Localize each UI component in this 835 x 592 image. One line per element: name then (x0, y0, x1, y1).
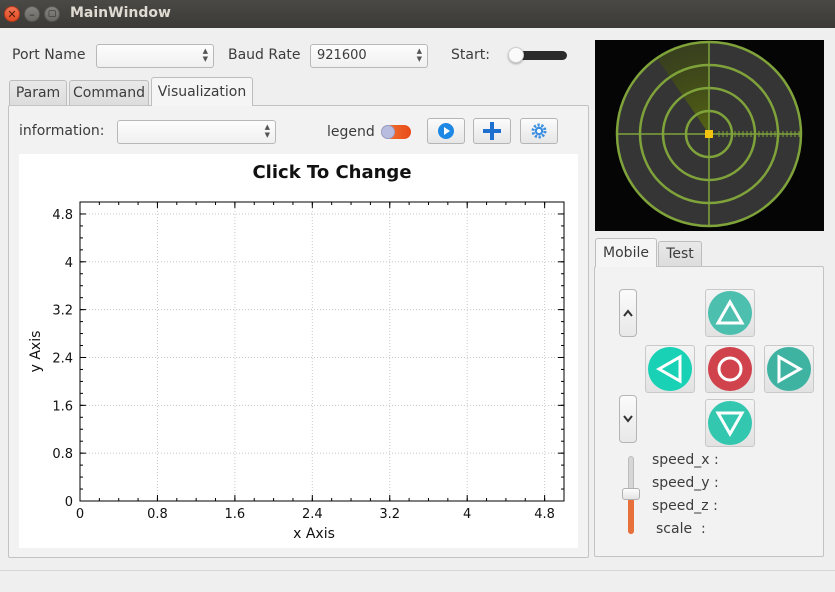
chart-title: Click To Change (252, 162, 411, 183)
y-tick-label: 0 (65, 495, 73, 510)
x-tick-label: 1.6 (225, 507, 246, 522)
y-tick-label: 3.2 (52, 304, 73, 319)
gear-icon (531, 123, 547, 139)
x-tick-label: 4 (463, 507, 471, 522)
start-switch[interactable] (511, 51, 567, 60)
maximize-window-button[interactable]: ▢ (44, 6, 60, 22)
stop-button[interactable] (705, 345, 755, 393)
speed-slider-fill (628, 494, 634, 534)
tab-visualization-label: Visualization (157, 84, 247, 100)
information-label: information: (19, 123, 105, 139)
tab-test[interactable]: Test (658, 241, 702, 267)
tab-visualization[interactable]: Visualization (151, 77, 253, 106)
baud-rate-value: 921600 (317, 48, 367, 63)
play-icon (438, 123, 454, 139)
status-bar (0, 570, 835, 592)
speed-x-label: speed_x : (652, 452, 719, 468)
y-tick-label: 4 (65, 256, 73, 271)
tab-param-label: Param (15, 85, 61, 101)
window-title: MainWindow (70, 5, 171, 21)
close-icon: ✕ (7, 7, 17, 21)
y-axis-label: y Axis (28, 331, 44, 373)
plus-icon (483, 122, 501, 140)
tab-param[interactable]: Param (9, 80, 67, 106)
legend-label: legend (327, 124, 375, 140)
updown-arrows-icon: ▲ ▼ (202, 47, 208, 63)
title-bar: ✕ – ▢ MainWindow (0, 0, 835, 28)
tab-command[interactable]: Command (69, 80, 149, 106)
radar-target (705, 130, 713, 138)
updown-arrows-icon: ▲ ▼ (264, 123, 270, 139)
x-axis-label: x Axis (293, 526, 335, 542)
start-label: Start: (451, 47, 490, 63)
plot-area[interactable]: Click To Change 0 0.8 1.6 2.4 3.2 4 4.8 0 0.8 1.6 2… (19, 154, 578, 548)
legend-toggle[interactable] (381, 125, 411, 139)
minimize-icon: – (29, 7, 35, 21)
information-combo[interactable]: ▲ ▼ (117, 120, 276, 144)
scroll-up-button[interactable] (619, 289, 637, 337)
move-left-button[interactable] (645, 345, 695, 393)
x-tick-label: 4.8 (534, 507, 555, 522)
add-button[interactable] (473, 118, 511, 144)
y-tick-label: 0.8 (52, 447, 73, 462)
play-button[interactable] (427, 118, 465, 144)
triangle-down-icon (715, 411, 745, 438)
baud-rate-combo[interactable]: 921600 ▲ ▼ (310, 44, 428, 68)
scroll-down-button[interactable] (619, 395, 637, 443)
baud-rate-label: Baud Rate (228, 47, 301, 63)
triangle-right-icon (777, 354, 804, 384)
chevron-up-icon (623, 309, 633, 317)
y-tick-label: 4.8 (52, 208, 73, 223)
x-tick-label: 2.4 (302, 507, 323, 522)
minimize-window-button[interactable]: – (24, 6, 40, 22)
maximize-icon: ▢ (47, 8, 57, 19)
tab-mobile-label: Mobile (603, 245, 649, 261)
chart-svg[interactable]: Click To Change 0 0.8 1.6 2.4 3.2 4 4.8 0 0.8 1.6 2… (19, 154, 578, 548)
triangle-left-icon (655, 354, 682, 384)
radar-svg (615, 40, 803, 228)
updown-arrows-icon: ▲ ▼ (416, 47, 422, 63)
triangle-up-icon (715, 298, 745, 325)
plot-frame (79, 201, 565, 502)
tab-mobile[interactable]: Mobile (595, 238, 657, 267)
speed-y-label: speed_y : (652, 475, 719, 491)
y-tick-label: 2.4 (52, 351, 73, 366)
close-window-button[interactable]: ✕ (4, 6, 20, 22)
speed-z-label: speed_z : (652, 498, 718, 514)
speed-slider-handle[interactable] (622, 488, 640, 500)
start-switch-knob[interactable] (508, 47, 524, 63)
x-tick-label: 0 (76, 507, 84, 522)
y-tick-label: 1.6 (52, 399, 73, 414)
chevron-down-icon (623, 415, 633, 423)
move-down-button[interactable] (705, 399, 755, 447)
scale-label: scale : (656, 521, 706, 537)
port-name-label: Port Name (12, 47, 86, 63)
x-tick-label: 0.8 (147, 507, 168, 522)
circle-stop-icon (717, 356, 743, 382)
tab-command-label: Command (73, 85, 145, 101)
radar-display (595, 40, 824, 231)
port-name-combo[interactable]: ▲ ▼ (96, 44, 214, 68)
x-tick-label: 3.2 (379, 507, 400, 522)
settings-button[interactable] (520, 118, 558, 144)
tab-test-label: Test (666, 246, 694, 262)
move-up-button[interactable] (705, 289, 755, 337)
move-right-button[interactable] (764, 345, 814, 393)
